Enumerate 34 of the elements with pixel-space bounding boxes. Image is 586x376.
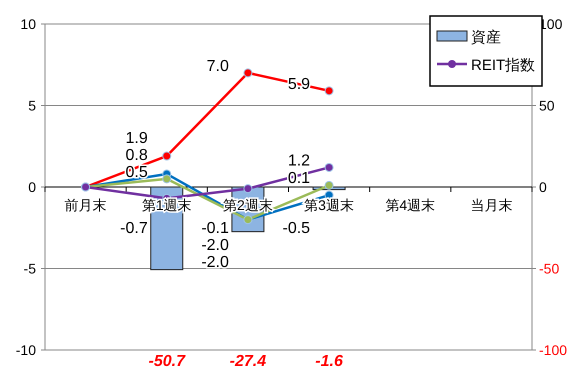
point	[162, 174, 172, 184]
y-tick-label: -5	[24, 260, 36, 276]
data-label: -0.5	[282, 220, 310, 237]
point	[243, 68, 252, 78]
y-tick-label: -10	[16, 342, 36, 358]
x-tick-label: 当月末	[470, 197, 512, 213]
y-tick-label: 5	[28, 98, 36, 114]
y-tick-label: 0	[28, 179, 36, 195]
x-tick-label: 第3週末	[304, 197, 354, 213]
data-label: -27.4	[230, 353, 266, 370]
point	[324, 86, 334, 96]
point	[162, 152, 172, 161]
data-label: -1.6	[315, 353, 343, 370]
y2-tick-label: 50	[539, 98, 555, 114]
data-label: -0.1	[201, 220, 230, 237]
y-tick-label: 10	[20, 16, 36, 32]
data-label: 1.9	[126, 130, 148, 147]
data-label: -0.7	[120, 220, 148, 237]
x-tick-label: 第4週末	[385, 197, 436, 213]
point	[324, 180, 334, 190]
x-tick-label: 前月末	[64, 197, 107, 213]
point	[243, 184, 252, 194]
data-label: -2.0	[201, 254, 230, 271]
data-label: -50.7	[148, 353, 186, 370]
data-label: 7.0	[206, 58, 230, 75]
data-label: -2.0	[201, 237, 230, 254]
y2-tick-label: 0	[539, 179, 547, 195]
y2-tick-label: -50	[539, 260, 560, 276]
data-label: 1.2	[288, 152, 310, 170]
data-label: 0.8	[126, 146, 148, 164]
y2-tick-label: -100	[539, 342, 568, 358]
point	[324, 162, 334, 172]
legend-label: 資産	[471, 29, 501, 46]
legend-label: REIT指数	[471, 57, 536, 74]
